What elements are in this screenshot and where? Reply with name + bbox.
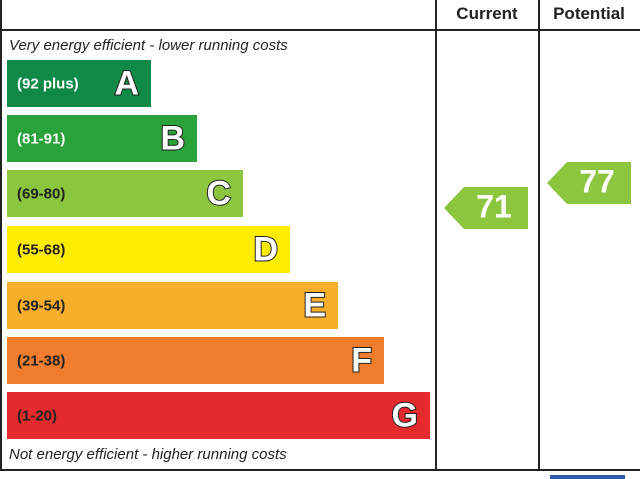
band-letter: C bbox=[206, 174, 231, 212]
band-range: (81-91) bbox=[17, 130, 65, 147]
potential-arrow: 77 bbox=[547, 162, 631, 204]
band-bar bbox=[7, 226, 290, 273]
band-bar bbox=[7, 170, 243, 217]
band-letter: F bbox=[351, 341, 372, 379]
current-rating: 71 bbox=[476, 188, 512, 224]
band-bar bbox=[7, 337, 384, 384]
bands: (92 plus) A (81-91) B (69-80) C (55-68) D (39-54… bbox=[7, 60, 430, 439]
band-range: (1-20) bbox=[17, 407, 57, 424]
current-arrow: 71 bbox=[444, 187, 528, 229]
potential-header: Potential bbox=[553, 4, 625, 23]
band-range: (55-68) bbox=[17, 241, 65, 258]
band-bar bbox=[7, 115, 197, 162]
band-range: (92 plus) bbox=[17, 75, 79, 92]
band-range: (69-80) bbox=[17, 185, 65, 202]
band-bar bbox=[7, 392, 430, 439]
band-bar bbox=[7, 282, 338, 329]
band-range: (39-54) bbox=[17, 297, 65, 314]
arrow-shape bbox=[547, 162, 631, 204]
band-letter: D bbox=[253, 230, 278, 268]
band-letter: G bbox=[392, 396, 418, 434]
bottom-note: Not energy efficient - higher running co… bbox=[9, 446, 287, 463]
band-range: (21-38) bbox=[17, 352, 65, 369]
potential-rating: 77 bbox=[579, 163, 615, 199]
band-letter: B bbox=[160, 119, 185, 157]
band-letter: E bbox=[303, 286, 326, 324]
footer-bar bbox=[550, 475, 625, 479]
top-note: Very energy efficient - lower running co… bbox=[9, 37, 288, 54]
current-header: Current bbox=[456, 4, 518, 23]
arrow-shape bbox=[444, 187, 528, 229]
band-bar bbox=[7, 60, 151, 107]
band-letter: A bbox=[114, 64, 139, 102]
